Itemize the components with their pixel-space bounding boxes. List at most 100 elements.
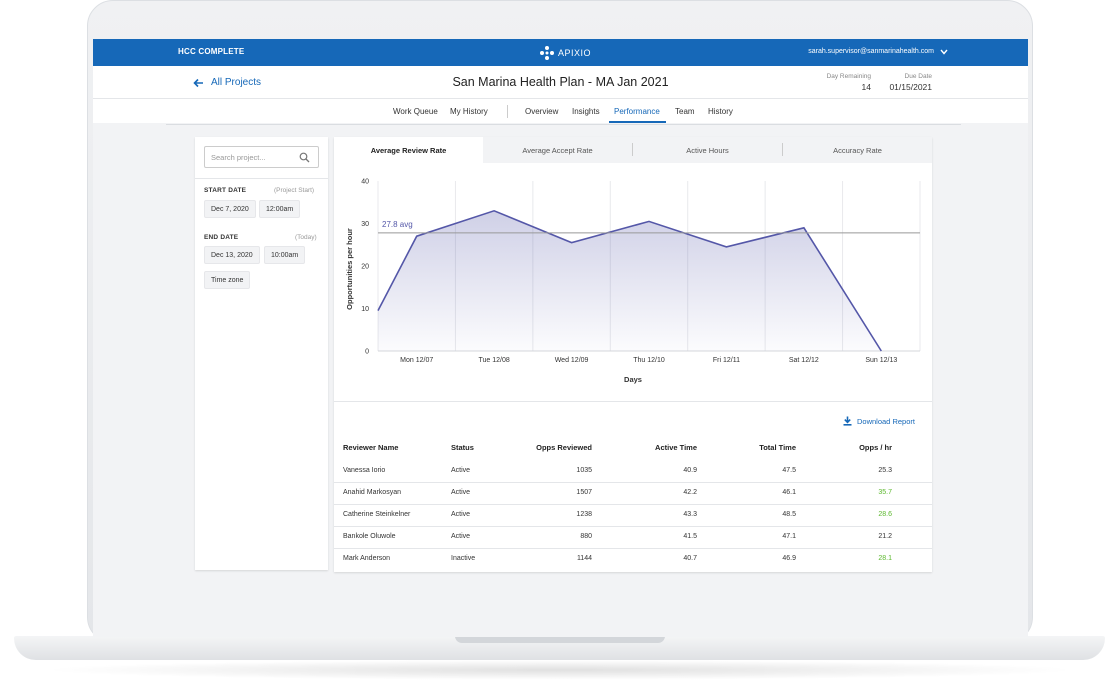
- tab-average-accept-rate[interactable]: Average Accept Rate: [522, 146, 593, 155]
- content-divider: [166, 124, 961, 125]
- table-cell: 47.1: [782, 533, 796, 540]
- table-cell: 28.6: [878, 511, 892, 518]
- timezone-field[interactable]: Time zone: [204, 271, 251, 289]
- end-date-field[interactable]: Dec 13, 2020: [204, 246, 260, 264]
- end-date-label: END DATE: [204, 234, 239, 241]
- day-remaining-value: 14: [861, 82, 871, 92]
- table-cell: 1507: [576, 489, 592, 496]
- table-cell: 28.1: [878, 555, 892, 562]
- table-row[interactable]: Catherine Steinkelner Active 1238 43.3 48.5 2…: [334, 507, 932, 529]
- download-report-label: Download Report: [857, 416, 915, 426]
- table-cell: Anahid Markosyan: [343, 489, 401, 496]
- tab-separator: [632, 143, 633, 156]
- table-cell: Active: [451, 533, 471, 540]
- nav-my-history[interactable]: My History: [450, 107, 488, 116]
- table-cell: 46.9: [782, 555, 796, 562]
- table-cell: 25.3: [878, 467, 892, 474]
- table-header-cell[interactable]: Status: [451, 443, 474, 452]
- table-cell: 1035: [576, 467, 592, 474]
- search-icon[interactable]: [299, 152, 310, 163]
- tab-average-review-rate[interactable]: Average Review Rate: [334, 137, 483, 163]
- table-cell: 43.3: [683, 511, 697, 518]
- download-report-button[interactable]: Download Report: [843, 416, 915, 426]
- nav-performance[interactable]: Performance: [614, 107, 660, 116]
- chart-x-tick-label: Thu 12/10: [633, 357, 665, 364]
- end-date-hint: (Today): [295, 234, 317, 241]
- top-bar: HCC COMPLETE APIXIO sarah.supervisor@san…: [93, 39, 1028, 66]
- nav-overview[interactable]: Overview: [525, 107, 559, 116]
- table-cell: 21.2: [878, 533, 892, 540]
- chart-x-tick-label: Mon 12/07: [400, 357, 433, 364]
- table-header-cell[interactable]: Opps / hr: [859, 443, 892, 452]
- back-to-projects-link[interactable]: All Projects: [193, 77, 261, 88]
- tab-active-hours[interactable]: Active Hours: [686, 146, 729, 155]
- laptop-shadow: [40, 660, 1080, 680]
- table-cell: 35.7: [878, 489, 892, 496]
- chart-divider: [334, 401, 932, 402]
- app-name: HCC COMPLETE: [178, 47, 245, 56]
- performance-card: Average Review Rate Average Accept Rate …: [334, 137, 932, 572]
- nav-insights[interactable]: Insights: [572, 107, 600, 116]
- table-cell: 40.7: [683, 555, 697, 562]
- chart-x-tick-label: Fri 12/11: [713, 357, 740, 364]
- table-cell: Mark Anderson: [343, 555, 391, 562]
- table-cell: 880: [580, 533, 592, 540]
- chart-x-axis-label: Days: [624, 375, 642, 384]
- day-remaining: Day Remaining 14: [803, 73, 871, 92]
- table-cell: 41.5: [683, 533, 697, 540]
- chart-y-tick-label: 40: [361, 179, 369, 186]
- download-icon: [843, 416, 852, 426]
- table-row[interactable]: Bankole Oluwole Active 880 41.5 47.1 21.2: [334, 529, 932, 551]
- nav-active-indicator: [609, 121, 666, 123]
- chart-x-tick-label: Sat 12/12: [789, 357, 819, 364]
- user-email: sarah.supervisor@sanmarinahealth.com: [808, 48, 934, 55]
- user-menu[interactable]: sarah.supervisor@sanmarinahealth.com: [808, 48, 948, 55]
- table-cell: Active: [451, 467, 471, 474]
- metric-tabs: Average Review Rate Average Accept Rate …: [334, 137, 932, 163]
- start-date-hint: (Project Start): [274, 187, 315, 194]
- nav-work-queue[interactable]: Work Queue: [393, 107, 438, 116]
- back-label: All Projects: [211, 77, 262, 88]
- table-cell: 46.1: [782, 489, 796, 496]
- table-cell: Inactive: [451, 555, 476, 562]
- project-header: All Projects San Marina Health Plan - MA…: [93, 66, 1028, 98]
- table-cell: 1238: [576, 511, 592, 518]
- table-row[interactable]: Mark Anderson Inactive 1144 40.7 46.9 28.1: [334, 551, 932, 573]
- apixio-logo[interactable]: APIXIO: [539, 44, 591, 62]
- table-header-cell[interactable]: Reviewer Name: [343, 443, 399, 452]
- day-remaining-label: Day Remaining: [826, 73, 871, 80]
- search-input[interactable]: Search project...: [204, 146, 319, 168]
- end-time-field[interactable]: 10:00am: [264, 246, 306, 264]
- start-date-field[interactable]: Dec 7, 2020: [204, 200, 256, 218]
- start-time-field[interactable]: 12:00am: [259, 200, 301, 218]
- chart-y-tick-label: 20: [361, 264, 369, 271]
- row-divider: [334, 548, 932, 549]
- chart-y-tick-label: 10: [361, 306, 369, 313]
- table-cell: Active: [451, 489, 471, 496]
- nav-team[interactable]: Team: [675, 107, 695, 116]
- filter-panel: Search project... START DATE (Project St…: [195, 137, 328, 570]
- row-divider: [334, 482, 932, 483]
- chart-average-label: 27.8 avg: [382, 220, 413, 229]
- nav-history[interactable]: History: [708, 107, 733, 116]
- due-date-value: 01/15/2021: [889, 82, 932, 92]
- chart-x-tick-label: Wed 12/09: [555, 357, 589, 364]
- chart-y-tick-label: 0: [365, 349, 369, 356]
- table-row[interactable]: Vanessa Iorio Active 1035 40.9 47.5 25.3: [334, 463, 932, 485]
- arrow-left-icon: [193, 78, 203, 87]
- chart-y-axis-label: Opportunities per hour: [345, 228, 354, 310]
- table-header-cell[interactable]: Total Time: [759, 443, 796, 452]
- logo-text: APIXIO: [558, 48, 592, 58]
- tab-accuracy-rate[interactable]: Accuracy Rate: [833, 146, 882, 155]
- nav-separator: [507, 105, 508, 118]
- due-date-label: Due Date: [904, 73, 932, 80]
- laptop-notch: [455, 636, 665, 643]
- apixio-logo-icon: [540, 46, 554, 60]
- table-header-cell[interactable]: Opps Reviewed: [536, 443, 592, 452]
- due-date: Due Date 01/15/2021: [883, 73, 932, 92]
- table-header-cell[interactable]: Active Time: [655, 443, 697, 452]
- tab-separator: [782, 143, 783, 156]
- table-cell: Catherine Steinkelner: [343, 511, 411, 518]
- table-cell: Vanessa Iorio: [343, 467, 386, 474]
- table-row[interactable]: Anahid Markosyan Active 1507 42.2 46.1 35.7: [334, 485, 932, 507]
